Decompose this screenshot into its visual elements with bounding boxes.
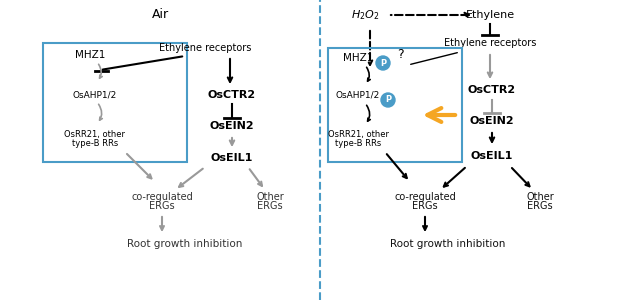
Text: co-regulated: co-regulated xyxy=(394,192,456,202)
Text: type-B RRs: type-B RRs xyxy=(335,140,381,148)
Circle shape xyxy=(381,93,395,107)
Text: MHZ1: MHZ1 xyxy=(75,50,105,60)
Text: ERGs: ERGs xyxy=(412,201,438,211)
Text: ?: ? xyxy=(397,49,403,62)
Text: MHZ1: MHZ1 xyxy=(343,53,373,63)
Text: ERGs: ERGs xyxy=(149,201,175,211)
Text: co-regulated: co-regulated xyxy=(131,192,193,202)
Text: Root growth inhibition: Root growth inhibition xyxy=(127,239,243,249)
Text: OsEIN2: OsEIN2 xyxy=(470,116,515,126)
Text: $H_2O_2$: $H_2O_2$ xyxy=(351,8,380,22)
Text: OsRR21, other: OsRR21, other xyxy=(328,130,388,140)
Text: Ethylene: Ethylene xyxy=(465,10,515,20)
Text: OsCTR2: OsCTR2 xyxy=(208,90,256,100)
Circle shape xyxy=(376,56,390,70)
Text: OsEIL1: OsEIL1 xyxy=(211,153,253,163)
Text: OsAHP1/2: OsAHP1/2 xyxy=(73,91,117,100)
Text: Air: Air xyxy=(152,8,168,22)
Text: Root growth inhibition: Root growth inhibition xyxy=(390,239,506,249)
Text: type-B RRs: type-B RRs xyxy=(72,140,118,148)
Text: Ethylene receptors: Ethylene receptors xyxy=(159,43,251,53)
Text: ERGs: ERGs xyxy=(527,201,553,211)
Text: Other: Other xyxy=(256,192,284,202)
Text: Other: Other xyxy=(526,192,554,202)
Text: OsCTR2: OsCTR2 xyxy=(468,85,516,95)
Text: OsEIN2: OsEIN2 xyxy=(210,121,254,131)
Text: OsEIL1: OsEIL1 xyxy=(471,151,513,161)
Text: P: P xyxy=(385,95,391,104)
Text: OsAHP1/2: OsAHP1/2 xyxy=(336,91,380,100)
Text: P: P xyxy=(380,58,386,68)
Text: Ethylene receptors: Ethylene receptors xyxy=(444,38,536,48)
Text: OsRR21, other: OsRR21, other xyxy=(65,130,125,140)
Text: ERGs: ERGs xyxy=(257,201,283,211)
